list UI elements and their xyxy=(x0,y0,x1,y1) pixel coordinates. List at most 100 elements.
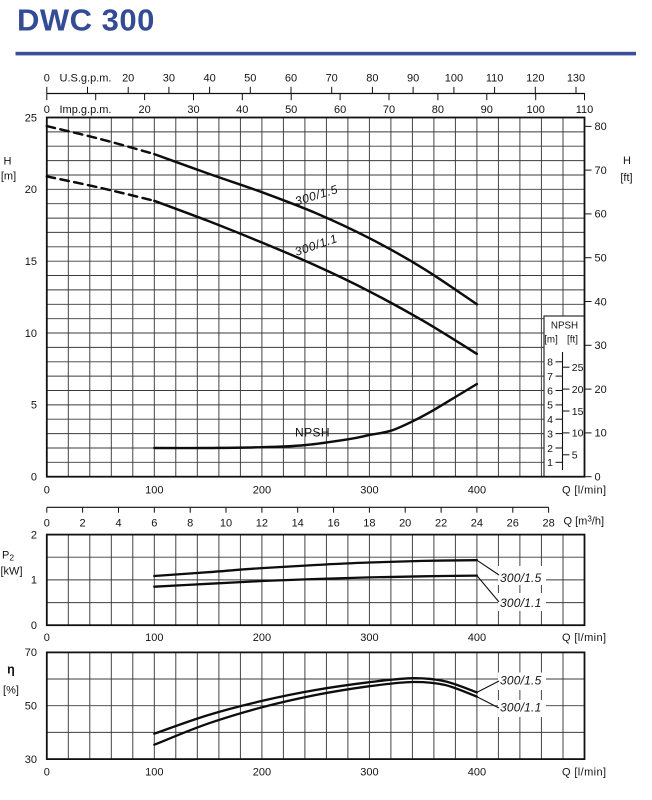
svg-text:20: 20 xyxy=(572,384,584,396)
svg-text:50: 50 xyxy=(285,104,297,116)
svg-text:5: 5 xyxy=(547,400,553,412)
svg-text:5: 5 xyxy=(31,400,37,412)
svg-text:0: 0 xyxy=(44,766,50,778)
svg-text:18: 18 xyxy=(363,518,375,530)
svg-text:70: 70 xyxy=(595,165,607,177)
svg-text:40: 40 xyxy=(236,104,248,116)
svg-text:100: 100 xyxy=(145,632,163,644)
svg-text:8: 8 xyxy=(187,518,193,530)
svg-text:10: 10 xyxy=(220,518,232,530)
svg-text:300/1.5: 300/1.5 xyxy=(500,674,542,688)
svg-text:90: 90 xyxy=(407,72,419,84)
svg-text:15: 15 xyxy=(25,256,37,268)
svg-text:100: 100 xyxy=(145,485,163,497)
svg-text:U.S.g.p.m.: U.S.g.p.m. xyxy=(60,72,112,84)
svg-text:40: 40 xyxy=(595,296,607,308)
svg-text:10: 10 xyxy=(25,328,37,340)
svg-text:30: 30 xyxy=(25,754,37,766)
svg-text:400: 400 xyxy=(468,632,486,644)
svg-text:0: 0 xyxy=(44,485,50,497)
svg-text:5: 5 xyxy=(572,450,578,462)
svg-text:DWC 300: DWC 300 xyxy=(17,3,155,38)
svg-text:2: 2 xyxy=(547,443,553,455)
svg-text:300: 300 xyxy=(360,632,378,644)
svg-text:Imp.g.p.m.: Imp.g.p.m. xyxy=(60,104,112,116)
svg-text:16: 16 xyxy=(327,518,339,530)
svg-text:50: 50 xyxy=(25,701,37,713)
svg-text:400: 400 xyxy=(468,766,486,778)
svg-text:6: 6 xyxy=(151,518,157,530)
svg-text:100: 100 xyxy=(145,766,163,778)
svg-text:η: η xyxy=(7,663,15,677)
svg-text:80: 80 xyxy=(595,121,607,133)
svg-text:8: 8 xyxy=(547,357,553,369)
svg-text:300: 300 xyxy=(360,766,378,778)
svg-text:100: 100 xyxy=(445,72,463,84)
svg-text:0: 0 xyxy=(31,472,37,484)
svg-text:2: 2 xyxy=(80,518,86,530)
svg-text:[kW]: [kW] xyxy=(1,566,23,578)
svg-text:60: 60 xyxy=(285,72,297,84)
svg-text:100: 100 xyxy=(527,104,545,116)
svg-text:4: 4 xyxy=(115,518,121,530)
svg-text:60: 60 xyxy=(334,104,346,116)
svg-text:300/1.1: 300/1.1 xyxy=(500,701,541,715)
svg-text:1: 1 xyxy=(547,457,553,469)
svg-text:20: 20 xyxy=(122,72,134,84)
svg-text:15: 15 xyxy=(572,406,584,418)
svg-text:24: 24 xyxy=(471,518,483,530)
svg-text:10: 10 xyxy=(572,428,584,440)
svg-text:1: 1 xyxy=(31,575,37,587)
svg-text:0: 0 xyxy=(44,72,50,84)
svg-text:NPSH: NPSH xyxy=(551,321,578,332)
svg-text:[ft]: [ft] xyxy=(620,172,632,184)
svg-text:300/1.1: 300/1.1 xyxy=(500,596,541,610)
svg-text:20: 20 xyxy=(399,518,411,530)
svg-text:20: 20 xyxy=(138,104,150,116)
svg-text:40: 40 xyxy=(203,72,215,84)
svg-text:12: 12 xyxy=(256,518,268,530)
svg-text:3: 3 xyxy=(547,428,553,440)
svg-text:[m]: [m] xyxy=(1,171,16,183)
svg-text:0: 0 xyxy=(595,472,601,484)
svg-text:0: 0 xyxy=(44,104,50,116)
svg-text:25: 25 xyxy=(572,362,584,374)
svg-text:30: 30 xyxy=(187,104,199,116)
svg-text:200: 200 xyxy=(253,766,271,778)
svg-text:28: 28 xyxy=(542,518,554,530)
svg-text:300: 300 xyxy=(360,485,378,497)
svg-text:70: 70 xyxy=(383,104,395,116)
svg-text:120: 120 xyxy=(526,72,544,84)
svg-text:50: 50 xyxy=(244,72,256,84)
svg-text:22: 22 xyxy=(435,518,447,530)
svg-text:6: 6 xyxy=(547,385,553,397)
svg-text:Q [l/min]: Q [l/min] xyxy=(562,485,607,497)
svg-text:H: H xyxy=(4,156,12,168)
svg-text:14: 14 xyxy=(292,518,304,530)
svg-text:30: 30 xyxy=(163,72,175,84)
svg-text:Q [m3/h]: Q [m3/h] xyxy=(564,515,605,528)
svg-text:2: 2 xyxy=(31,529,37,541)
svg-text:130: 130 xyxy=(567,72,585,84)
svg-text:200: 200 xyxy=(253,632,271,644)
svg-text:110: 110 xyxy=(576,104,594,116)
svg-text:20: 20 xyxy=(595,384,607,396)
svg-text:26: 26 xyxy=(507,518,519,530)
svg-text:60: 60 xyxy=(595,209,607,221)
svg-text:50: 50 xyxy=(595,253,607,265)
svg-text:0: 0 xyxy=(44,632,50,644)
svg-text:400: 400 xyxy=(468,485,486,497)
svg-text:[%]: [%] xyxy=(3,685,19,697)
svg-text:25: 25 xyxy=(25,112,37,124)
svg-text:H: H xyxy=(623,155,631,167)
svg-text:0: 0 xyxy=(44,518,50,530)
svg-text:200: 200 xyxy=(253,485,271,497)
svg-text:7: 7 xyxy=(547,371,553,383)
svg-text:70: 70 xyxy=(25,647,37,659)
svg-text:80: 80 xyxy=(366,72,378,84)
svg-text:80: 80 xyxy=(432,104,444,116)
svg-text:110: 110 xyxy=(486,72,504,84)
svg-text:20: 20 xyxy=(25,184,37,196)
svg-text:Q [l/min]: Q [l/min] xyxy=(562,632,607,644)
svg-text:4: 4 xyxy=(547,414,553,426)
